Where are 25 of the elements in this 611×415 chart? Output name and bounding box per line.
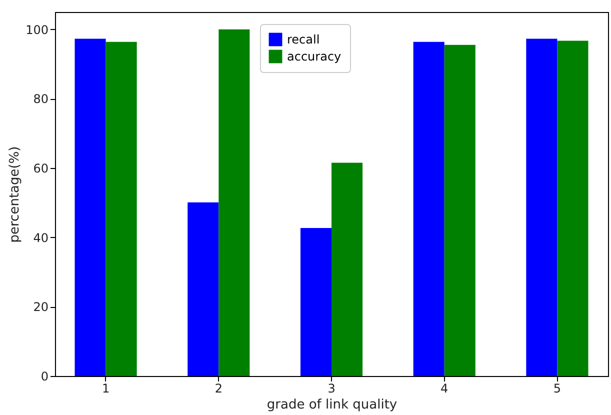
y-tick-label: 100 — [26, 22, 48, 37]
bar — [300, 228, 332, 376]
bar — [526, 38, 558, 376]
legend-label: recall — [287, 32, 320, 46]
x-axis-title: grade of link quality — [266, 398, 398, 412]
bar — [188, 202, 219, 376]
y-tick-label: 20 — [33, 300, 48, 314]
y-tick-label: 40 — [33, 230, 48, 245]
bar — [106, 42, 137, 376]
bar — [444, 44, 476, 376]
x-tick-label: 5 — [553, 382, 562, 396]
y-tick-label: 60 — [33, 162, 48, 176]
y-tick-label: 0 — [40, 370, 48, 384]
legend-label: accuracy — [287, 50, 342, 64]
x-tick-label: 1 — [102, 382, 110, 396]
bar — [74, 38, 106, 376]
y-tick-label: 80 — [33, 92, 48, 106]
bar — [332, 162, 363, 376]
x-tick-label: 2 — [214, 382, 222, 396]
y-axis-title: percentage(%) — [8, 146, 23, 243]
x-tick-label: 4 — [440, 382, 448, 396]
x-tick-label: 3 — [328, 382, 336, 396]
bar — [557, 40, 588, 376]
bar — [413, 42, 444, 376]
bar — [218, 29, 250, 376]
